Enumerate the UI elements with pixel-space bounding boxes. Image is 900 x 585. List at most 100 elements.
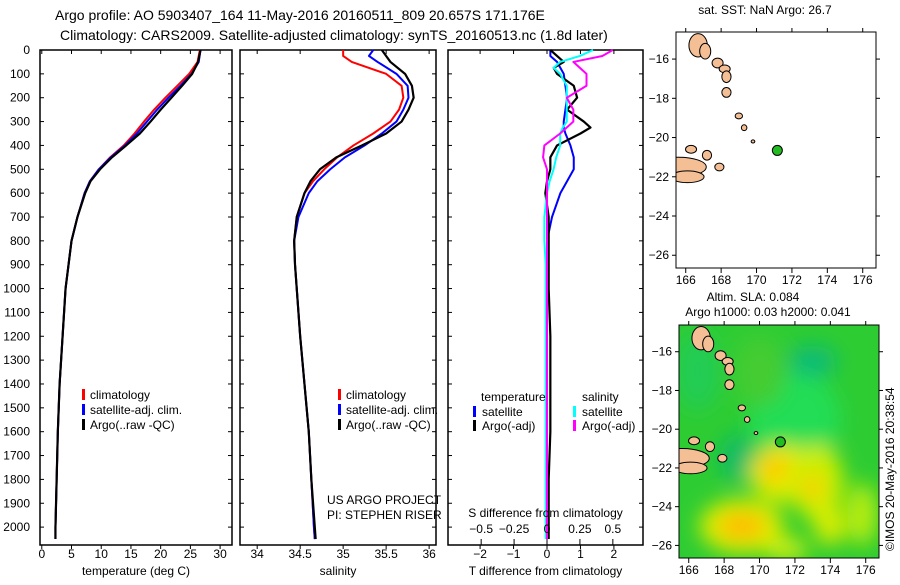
lon-tick-label: 166 [679,563,699,577]
y-tick-label: 1300 [3,353,30,367]
sla-anomaly [758,452,789,484]
x-tick-label: 0 [544,547,551,561]
sla-map-title-2: Argo h1000: 0.03 h2000: 0.041 [685,305,851,319]
series-satellite-adj-clim- [54,49,202,540]
lat-tick-label: −26 [649,248,670,262]
float-position-marker [774,436,786,448]
island [676,170,705,184]
y-tick-label: 700 [10,210,30,224]
legend-swatch [338,389,341,400]
sla-map-title-1: Altim. SLA: 0.084 [707,290,800,304]
lon-tick-label: 174 [820,563,840,577]
island [714,162,725,172]
island [740,124,748,132]
x-axis-label: temperature (deg C) [82,564,190,578]
island [704,441,716,453]
island [685,144,698,154]
legend-label: Argo(-adj) [482,419,535,433]
y-tick-label: 300 [10,115,30,129]
sla-map: 166 168 170 172 174 176 −16 −18 −20 −22 −24 −26 Alti… [652,290,883,577]
lon-tick-label: 176 [856,563,876,577]
sla-field [679,332,877,558]
y-tick-label: 900 [10,258,30,272]
series-s-argo-adj- [542,49,614,540]
x-tick-label: 35 [336,547,350,561]
plot-frame [39,49,233,546]
lat-tick-label: −20 [652,422,673,436]
sla-anomaly [815,506,846,546]
salinity-profile-panel: 34 34.5 35 35.5 36 salinity climatologysatelli… [239,49,442,578]
island [724,362,735,376]
legend-label: Argo(..raw -QC) [346,418,431,432]
island [750,139,756,144]
x-tick-label: 34 [251,547,265,561]
island [702,335,715,353]
sla-anomaly [733,335,786,407]
x-tick-label: 2 [611,547,618,561]
temperature-profile-panel: 0100200300400500600700800900100011001200… [3,43,233,578]
series-t-satellite [546,50,575,540]
island [701,149,713,161]
legend-swatch [82,404,85,415]
legend-header-temperature: temperature [481,390,546,404]
x-tick-label: 5 [68,547,75,561]
difference-profile-panel: −2 −1 0 1 2 T difference from climatology temp… [447,49,644,578]
title-line-1: Argo profile: AO 5903407_164 11-May-2016… [55,7,545,23]
y-tick-label: 400 [10,138,30,152]
legend-swatch [473,420,476,431]
sla-anomaly [764,537,809,558]
s-tick-label: 0 [544,522,551,536]
legend-label: Argo(..raw -QC) [90,418,175,432]
lat-tick-label: −18 [649,91,670,105]
y-tick-label: 1500 [3,401,30,415]
lon-tick-label: 176 [853,273,873,287]
island [753,431,759,436]
x-tick-label: 36 [422,547,436,561]
y-tick-label: 1800 [3,472,30,486]
series-argo-raw-qc- [293,49,415,540]
legend-label: satellite [482,405,523,419]
x-tick-label: −2 [473,547,487,561]
y-tick-label: 800 [10,234,30,248]
s-tick-label: −0.5 [469,522,493,536]
legend-swatch [338,404,341,415]
island [717,453,728,463]
sla-anomaly [801,475,824,500]
y-tick-label: 1900 [3,496,30,510]
lon-tick-label: 172 [785,563,805,577]
legend-label: Argo(-adj) [582,419,635,433]
sla-anomaly [847,483,877,546]
series-s-satellite [543,49,594,540]
s-tick-label: −0.25 [499,522,530,536]
map-frame [675,31,877,269]
island [711,57,724,69]
series-argo-raw-qc- [54,49,202,540]
project-annotation: PI: STEPHEN RISER [327,508,442,522]
lat-tick-label: −22 [652,461,673,475]
legend-label: satellite-adj. clim. [346,403,438,417]
x-tick-label: 34.5 [288,547,312,561]
s-axis-label: S difference from climatology [468,506,623,520]
y-tick-label: 1000 [3,282,30,296]
lat-tick-label: −16 [649,52,670,66]
map-area [676,32,876,268]
island [688,436,701,446]
legend-label: climatology [90,388,150,402]
x-axis-label: salinity [320,564,357,578]
lon-tick-label: 168 [711,273,731,287]
x-tick-label: 25 [184,547,198,561]
x-tick-label: 10 [95,547,109,561]
y-tick-label: 200 [10,91,30,105]
plot-frame [447,49,644,546]
island [721,70,732,84]
island [679,461,708,475]
legend-swatch [573,420,576,431]
lat-tick-label: −16 [652,345,673,359]
series-climatology [54,49,201,540]
series-t-argo-adj- [544,49,592,540]
sla-anomaly [719,434,757,482]
x-tick-label: −1 [507,547,521,561]
x-tick-label: 15 [124,547,138,561]
legend-swatch [82,419,85,430]
